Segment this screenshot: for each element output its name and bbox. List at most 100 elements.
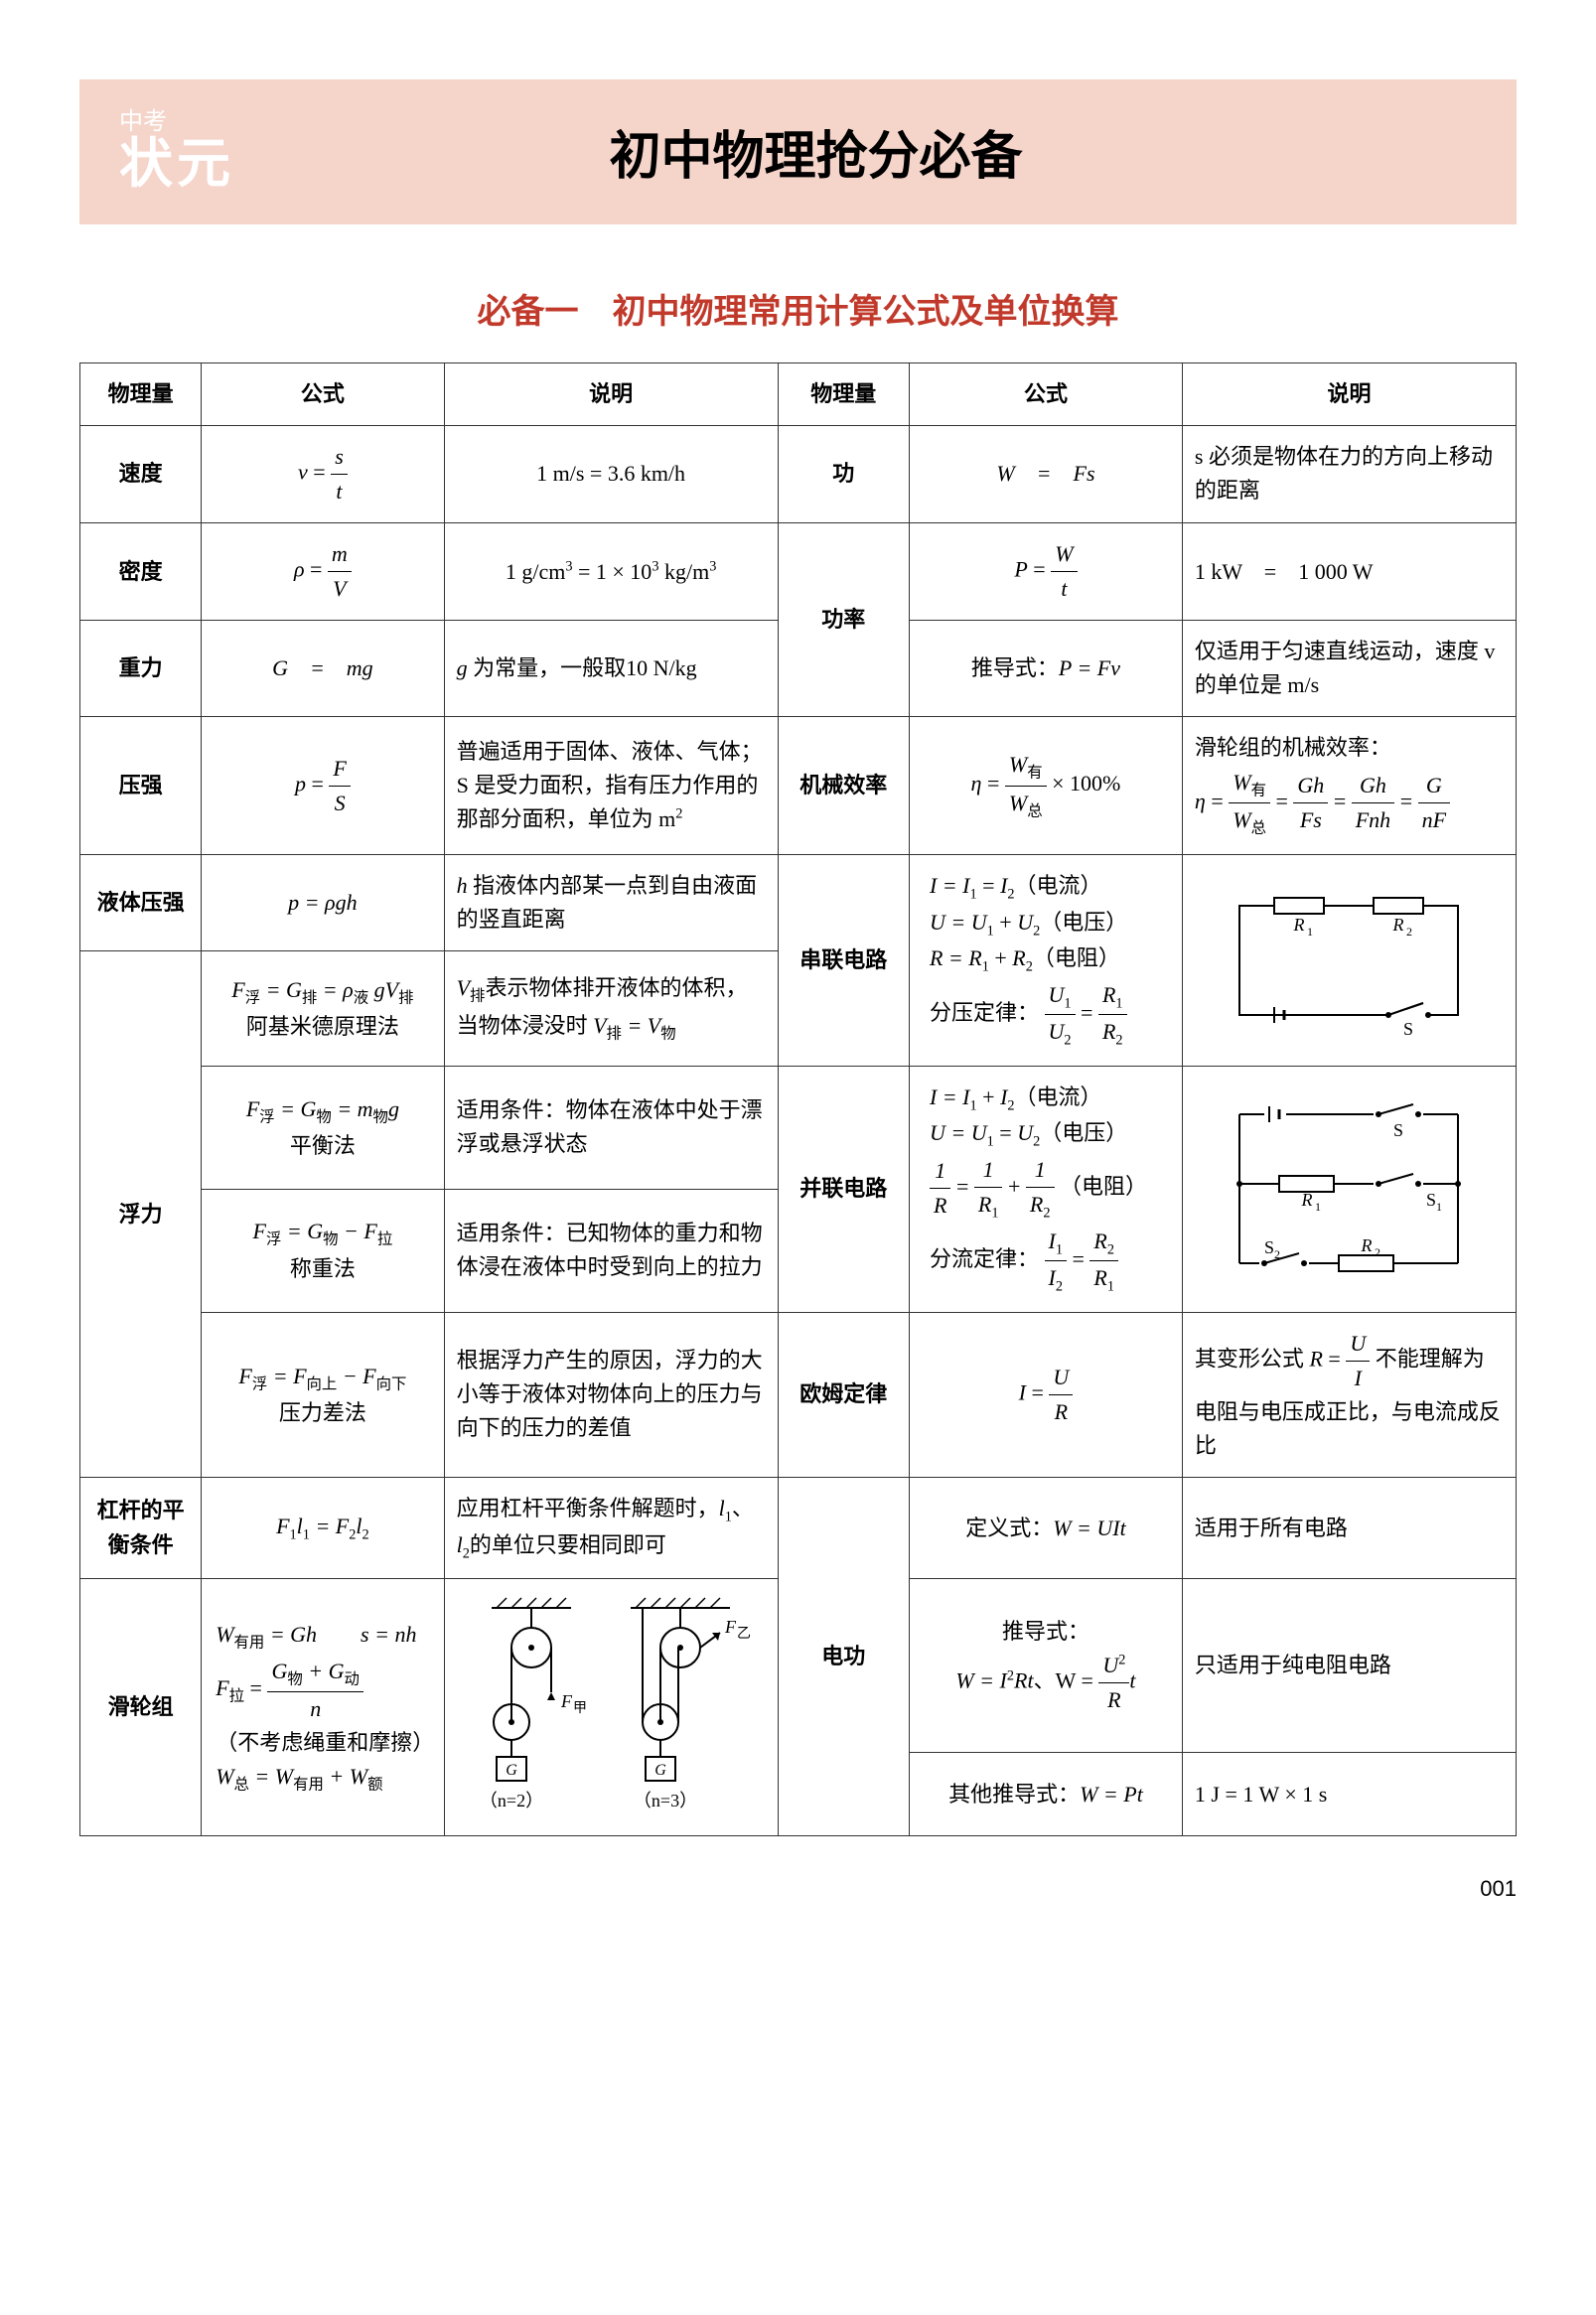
svg-text:R: R	[1361, 1235, 1373, 1255]
svg-text:1: 1	[1315, 1200, 1321, 1214]
desc-buoyancy-3: 适用条件：已知物体的重力和物体浸在液体中时受到向上的拉力	[444, 1189, 778, 1312]
svg-text:S: S	[1403, 1019, 1413, 1035]
qty-pressure: 压强	[80, 717, 202, 855]
brand-big-text: 状元	[119, 135, 234, 194]
desc-work: s 必须是物体在力的方向上移动的距离	[1182, 425, 1516, 522]
formula-liquid-pressure: p = ρgh	[202, 855, 444, 951]
formula-lever: F1l1 = F2l2	[202, 1478, 444, 1579]
formula-elec-work-2: 推导式： W = I2Rt、W = U2Rt	[909, 1579, 1182, 1753]
formula-parallel: I = I1 + I2（电流） U = U1 = U2（电压） 1R = 1R1…	[909, 1066, 1182, 1312]
svg-text:乙: 乙	[737, 1626, 751, 1642]
svg-text:R: R	[1301, 1190, 1313, 1210]
formula-elec-work-1: 定义式：W = UIt	[909, 1478, 1182, 1579]
table-row: F浮 = F向上 − F向下 压力差法 根据浮力产生的原因，浮力的大小等于液体对…	[80, 1312, 1517, 1477]
col-qty-2: 物理量	[778, 362, 909, 425]
qty-speed: 速度	[80, 425, 202, 522]
svg-text:2: 2	[1406, 925, 1412, 939]
formula-elec-work-3: 其他推导式：W = Pt	[909, 1753, 1182, 1836]
formula-efficiency: η = W有 W总 × 100%	[909, 717, 1182, 855]
svg-text:2: 2	[1375, 1245, 1380, 1259]
desc-lever: 应用杠杆平衡条件解题时，l1、l2的单位只要相同即可	[444, 1478, 778, 1579]
desc-gravity: g g 为常量，一般取10 N/kg为常量，一般取10 N/kg	[444, 621, 778, 717]
table-row: 密度 ρ = mV 1 g/cm3 = 1 × 103 kg/m3 功率 P =…	[80, 523, 1517, 621]
pulley-diagram: F甲 G （n=2） F乙	[444, 1579, 778, 1836]
formula-table: 物理量 公式 说明 物理量 公式 说明 速度 v = st 1 m/s = 3.…	[79, 362, 1517, 1836]
table-row: 液体压强 p = ρgh h h 指液体内部某一点到自由液面的竖直距离指液体内部…	[80, 855, 1517, 951]
desc-elec-work-2: 只适用于纯电阻电路	[1182, 1579, 1516, 1753]
svg-text:R: R	[1392, 915, 1404, 935]
qty-pulley: 滑轮组	[80, 1579, 202, 1836]
formula-pulley: W有用 = Gh s = nh F拉 = G物 + G动 n （不考虑绳重和摩擦…	[202, 1579, 444, 1836]
section-title: 必备一 初中物理常用计算公式及单位换算	[79, 284, 1517, 333]
col-formula-1: 公式	[202, 362, 444, 425]
desc-ohm: 其变形公式 R = UI 不能理解为电阻与电压成正比，与电流成反比	[1182, 1312, 1516, 1477]
desc-pressure: 普遍适用于固体、液体、气体；S 是受力面积，指有压力作用的那部分面积，单位为 m…	[444, 717, 778, 855]
desc-efficiency: 滑轮组的机械效率： η = W有W总 = GhFs = GhFnh = GnF	[1182, 717, 1516, 855]
qty-elec-work: 电功	[778, 1478, 909, 1836]
qty-lever: 杠杆的平衡条件	[80, 1478, 202, 1579]
svg-text:G: G	[506, 1762, 517, 1779]
qty-buoyancy: 浮力	[80, 951, 202, 1478]
qty-gravity: 重力	[80, 621, 202, 717]
svg-text:甲: 甲	[573, 1701, 587, 1716]
brand-small-text: 中考	[119, 109, 234, 135]
desc-power-1: 1 kW = 1 000 W	[1182, 523, 1516, 621]
qty-power: 功率	[778, 523, 909, 717]
formula-work: W = Fs	[909, 425, 1182, 522]
col-desc-2: 说明	[1182, 362, 1516, 425]
qty-work: 功	[778, 425, 909, 522]
formula-speed: v = st	[202, 425, 444, 522]
svg-text:S: S	[1393, 1120, 1403, 1140]
desc-elec-work-3: 1 J = 1 W × 1 s	[1182, 1753, 1516, 1836]
parallel-circuit-svg: S R1 S1 R2 S2	[1210, 1094, 1488, 1283]
brand-logo: 中考 状元	[119, 109, 234, 195]
formula-buoyancy-2: F浮 = G物 = m物g 平衡法	[202, 1066, 444, 1189]
svg-text:R: R	[1293, 915, 1305, 935]
svg-text:（n=2）: （n=2）	[480, 1791, 543, 1810]
page-title: 初中物理抢分必备	[274, 114, 1358, 189]
svg-text:1: 1	[1307, 925, 1313, 939]
svg-text:F: F	[560, 1691, 573, 1711]
pulley-svg: F甲 G （n=2） F乙	[462, 1593, 760, 1821]
col-desc-1: 说明	[444, 362, 778, 425]
page-banner: 中考 状元 初中物理抢分必备	[79, 79, 1517, 224]
formula-pressure: p = FS	[202, 717, 444, 855]
qty-liquid-pressure: 液体压强	[80, 855, 202, 951]
svg-text:G: G	[654, 1762, 666, 1779]
formula-gravity: G = mg	[202, 621, 444, 717]
col-qty-1: 物理量	[80, 362, 202, 425]
qty-density: 密度	[80, 523, 202, 621]
formula-buoyancy-1: F浮 = G排 = ρ液 gV排 阿基米德原理法	[202, 951, 444, 1067]
qty-series: 串联电路	[778, 855, 909, 1067]
table-row: 速度 v = st 1 m/s = 3.6 km/h 功 W = Fs s 必须…	[80, 425, 1517, 522]
formula-ohm: I = UR	[909, 1312, 1182, 1477]
formula-power-2: 推导式：P = Fv	[909, 621, 1182, 717]
svg-text:（n=3）: （n=3）	[634, 1791, 697, 1810]
svg-text:F: F	[724, 1617, 737, 1637]
svg-text:1: 1	[1436, 1200, 1442, 1214]
desc-buoyancy-2: 适用条件：物体在液体中处于漂浮或悬浮状态	[444, 1066, 778, 1189]
table-row: F浮 = G物 = m物g 平衡法 适用条件：物体在液体中处于漂浮或悬浮状态 并…	[80, 1066, 1517, 1189]
table-row: 压强 p = FS 普遍适用于固体、液体、气体；S 是受力面积，指有压力作用的那…	[80, 717, 1517, 855]
svg-text:2: 2	[1274, 1247, 1280, 1261]
desc-liquid-pressure: h h 指液体内部某一点到自由液面的竖直距离指液体内部某一点到自由液面的竖直距离	[444, 855, 778, 951]
desc-buoyancy-4: 根据浮力产生的原因，浮力的大小等于液体对物体向上的压力与向下的压力的差值	[444, 1312, 778, 1477]
parallel-circuit-diagram: S R1 S1 R2 S2	[1182, 1066, 1516, 1312]
svg-text:S: S	[1426, 1190, 1436, 1210]
qty-efficiency: 机械效率	[778, 717, 909, 855]
formula-buoyancy-3: F浮 = G物 − F拉 称重法	[202, 1189, 444, 1312]
desc-power-2: 仅适用于匀速直线运动，速度 v 的单位是 m/s	[1182, 621, 1516, 717]
qty-ohm: 欧姆定律	[778, 1312, 909, 1477]
formula-series: I = I1 = I2（电流） U = U1 + U2（电压） R = R1 +…	[909, 855, 1182, 1067]
series-circuit-svg: R1 R2 S	[1220, 886, 1478, 1035]
formula-density: ρ = mV	[202, 523, 444, 621]
table-header-row: 物理量 公式 说明 物理量 公式 说明	[80, 362, 1517, 425]
formula-power-1: P = Wt	[909, 523, 1182, 621]
table-row: 杠杆的平衡条件 F1l1 = F2l2 应用杠杆平衡条件解题时，l1、l2的单位…	[80, 1478, 1517, 1579]
page-number: 001	[79, 1876, 1517, 1902]
desc-density: 1 g/cm3 = 1 × 103 kg/m3	[444, 523, 778, 621]
qty-parallel: 并联电路	[778, 1066, 909, 1312]
desc-buoyancy-1: V排表示物体排开液体的体积，当物体浸没时 V排 = V物	[444, 951, 778, 1067]
desc-speed: 1 m/s = 3.6 km/h	[444, 425, 778, 522]
svg-text:S: S	[1264, 1237, 1274, 1257]
